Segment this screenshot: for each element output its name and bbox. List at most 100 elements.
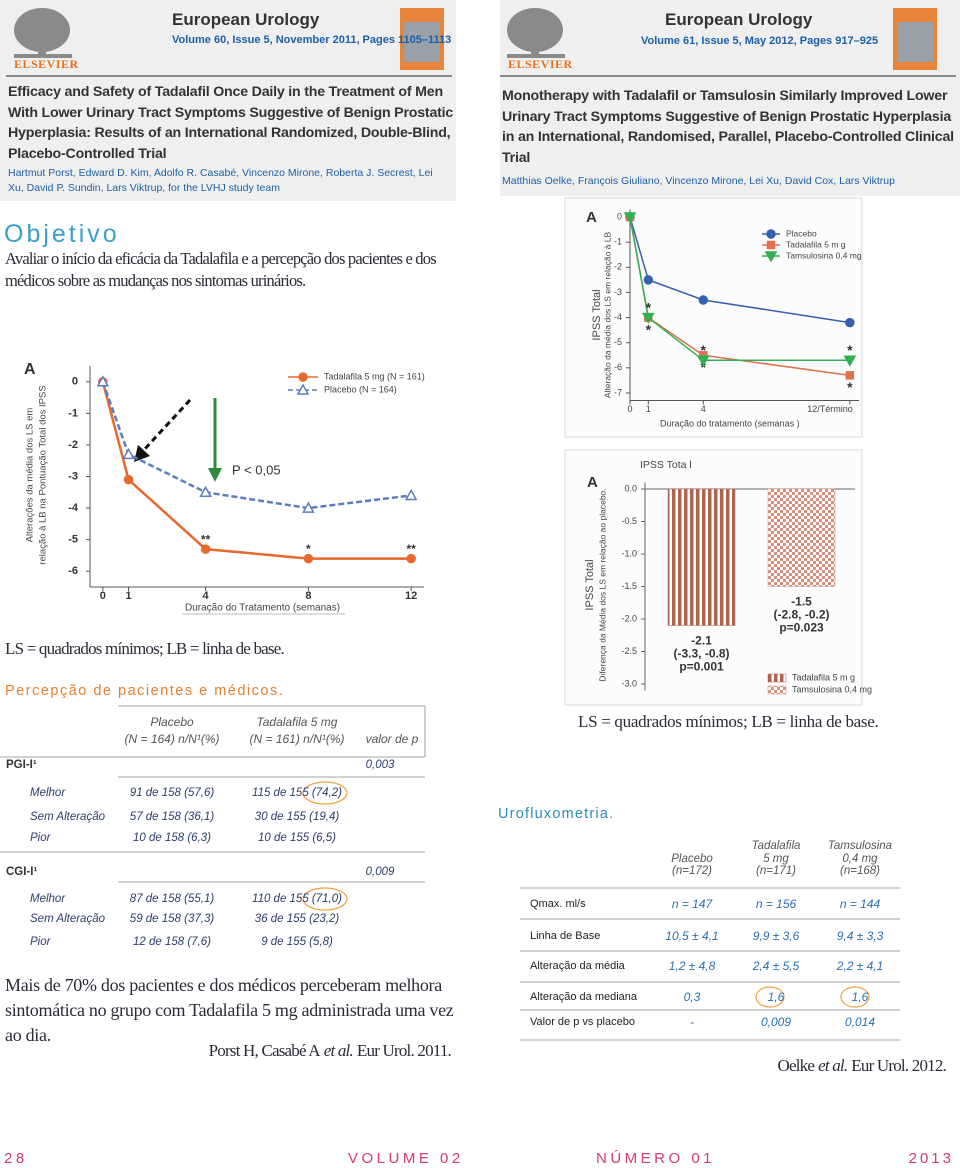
table-cell: 9 de 155 (5,8) xyxy=(261,936,333,948)
elsevier-logo xyxy=(507,8,565,58)
ci-label: (-3.3, -0.8) xyxy=(673,647,729,661)
table-header: (n=171) xyxy=(756,865,796,877)
journal: European Urology xyxy=(172,10,320,29)
citation-etal: et al. xyxy=(323,1041,354,1060)
y-tick-label: -2 xyxy=(68,439,78,451)
table-cell: 2,2 ± 4,1 xyxy=(836,959,884,973)
y-tick-label: -6 xyxy=(68,565,78,577)
y-tick-label: -3 xyxy=(68,470,78,482)
y-tick-label: -1.5 xyxy=(621,581,637,591)
y-axis-label: Alteração da média dos LS em relação à L… xyxy=(602,232,612,399)
row-label: Alteração da média xyxy=(530,960,625,972)
paragraph: Mais de 70% dos pacientes e dos médicos … xyxy=(5,975,454,1045)
point xyxy=(406,553,416,564)
x-tick-label: 12/Término xyxy=(807,404,853,414)
bar xyxy=(667,488,736,626)
table-header: (n=172) xyxy=(672,865,712,877)
article-authors: Hartmut Porst, Edward D. Kim, Adolfo R. … xyxy=(8,167,433,194)
y-tick-label: -5 xyxy=(614,337,622,347)
point xyxy=(623,212,637,224)
row-label: Valor de p vs placebo xyxy=(530,1016,635,1028)
value-label: -1.5 xyxy=(791,595,812,609)
row-label: Alteração da mediana xyxy=(530,991,638,1003)
point-label: * xyxy=(306,542,311,556)
y-tick-label: -1 xyxy=(614,237,622,247)
y-axis-label: Diferença da Média dos LS em relação ao … xyxy=(597,488,607,681)
elsevier-logo xyxy=(14,8,72,58)
section-label: PGI-I¹ xyxy=(6,759,37,771)
point-label: * xyxy=(701,359,707,375)
row-label: Sem Alteração xyxy=(30,811,105,823)
table-cell: 115 de 155 (74,2) xyxy=(252,787,342,799)
y-tick-label: -0.5 xyxy=(621,516,637,526)
table-header: Tadalafila 5 mg xyxy=(256,715,338,729)
chart-label: A xyxy=(24,361,36,378)
section-heading: Objetivo xyxy=(4,220,120,248)
x-tick-label: 0 xyxy=(627,404,632,414)
annotation: P < 0,05 xyxy=(232,462,281,477)
point xyxy=(764,251,778,263)
year: 2013 xyxy=(908,1150,954,1167)
p-value: 0,003 xyxy=(365,759,395,771)
table-cell: 10 de 158 (6,3) xyxy=(132,832,212,844)
y-tick-label: 0.0 xyxy=(624,483,637,493)
point xyxy=(404,488,418,501)
point xyxy=(296,383,310,395)
arrow-head xyxy=(208,468,222,482)
row-label: Pior xyxy=(30,936,51,948)
x-tick-label: 0 xyxy=(100,590,106,602)
point xyxy=(845,371,855,380)
point xyxy=(123,474,134,485)
point-label: * xyxy=(847,379,853,395)
point-label: * xyxy=(701,342,707,358)
journal: European Urology xyxy=(665,10,813,29)
table-cell: 12 de 158 (7,6) xyxy=(132,936,212,948)
article-header-bg xyxy=(0,0,456,201)
y-tick-label: -6 xyxy=(614,362,622,372)
point-label: ** xyxy=(201,532,211,546)
table-header: Placebo xyxy=(150,715,194,729)
y-tick-label: -1 xyxy=(68,407,78,419)
row-label: Pior xyxy=(30,832,51,844)
y-axis-label: Alterações da média dos LS em xyxy=(25,408,36,543)
table-cell: 0,014 xyxy=(844,1015,876,1029)
legend-swatch xyxy=(767,685,787,695)
x-axis-label: Duração do tratamento (semanas ) xyxy=(660,418,800,428)
bar xyxy=(767,488,836,587)
chart-label: A xyxy=(586,209,597,226)
row-label: Qmax. ml/s xyxy=(530,898,586,910)
note: LS = quadrados mínimos; LB = linha de ba… xyxy=(578,712,879,731)
legend-label: Tadalafila 5 mg (N = 161) xyxy=(324,371,425,381)
point xyxy=(303,553,314,564)
row-label: Sem Alteração xyxy=(30,913,105,925)
point xyxy=(199,485,212,498)
y-axis-label: IPSS Total xyxy=(584,559,596,610)
ci-label: (-2.8, -0.2) xyxy=(773,608,829,622)
x-tick-label: 4 xyxy=(701,404,706,414)
section-heading: Percepção de pacientes e médicos. xyxy=(5,683,285,699)
table-cell: 2,4 ± 5,5 xyxy=(752,959,800,973)
issue-number: NÚMERO 01 xyxy=(596,1150,716,1167)
table-cell: 1,6 xyxy=(851,990,869,1004)
table-cell: 9,9 ± 3,6 xyxy=(752,929,800,943)
y-axis-label: IPSS Total xyxy=(591,289,603,340)
point-label: * xyxy=(847,342,853,358)
citation-source: Eur Urol. 2011. xyxy=(356,1041,452,1060)
table-header: valor de p xyxy=(365,732,419,746)
point xyxy=(200,544,211,554)
x-tick-label: 1 xyxy=(125,590,131,602)
table-cell: 1,6 xyxy=(767,990,785,1004)
highlight-circle xyxy=(302,781,870,1008)
y-tick-label: 0 xyxy=(617,211,622,221)
y-tick-label: -3 xyxy=(614,287,622,297)
table-cell: 0,3 xyxy=(683,990,701,1004)
table-cell: - xyxy=(690,1015,694,1029)
point xyxy=(643,275,654,285)
table-cell: 1,2 ± 4,8 xyxy=(668,959,716,973)
y-tick-label: -1.0 xyxy=(621,548,637,558)
x-tick-label: 12 xyxy=(405,590,417,602)
table-cell: 57 de 158 (36,1) xyxy=(129,811,215,823)
point xyxy=(698,295,709,305)
